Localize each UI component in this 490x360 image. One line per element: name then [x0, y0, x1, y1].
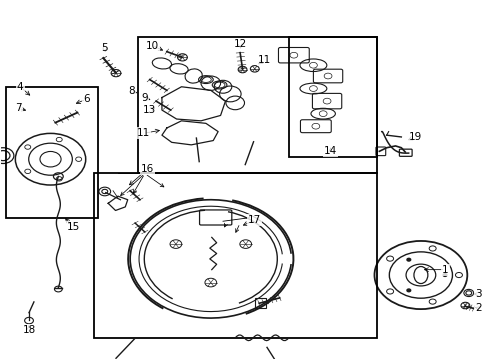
Text: 11: 11 — [258, 55, 271, 65]
Text: 6: 6 — [83, 94, 90, 104]
Text: 3: 3 — [475, 289, 482, 299]
Text: 19: 19 — [408, 132, 422, 142]
Text: 8: 8 — [128, 86, 135, 96]
Circle shape — [443, 274, 447, 276]
Bar — [5, 87, 98, 218]
Text: 2: 2 — [475, 303, 482, 314]
Text: 1: 1 — [442, 265, 449, 275]
Text: 14: 14 — [324, 146, 337, 156]
Bar — [255, 298, 266, 308]
Text: 17: 17 — [248, 215, 261, 225]
Text: 18: 18 — [23, 325, 36, 335]
Text: 7: 7 — [15, 103, 22, 113]
Text: 4: 4 — [17, 82, 24, 92]
Circle shape — [407, 289, 411, 292]
Text: 13: 13 — [143, 105, 156, 115]
Circle shape — [407, 258, 411, 261]
Bar — [94, 173, 377, 338]
Text: 16: 16 — [141, 164, 154, 174]
Text: 15: 15 — [66, 222, 80, 232]
Text: 5: 5 — [101, 43, 108, 53]
Bar — [289, 37, 377, 157]
Text: 10: 10 — [146, 41, 159, 50]
Text: 11: 11 — [137, 129, 150, 138]
Text: 9: 9 — [142, 93, 148, 103]
Bar — [138, 37, 377, 173]
Text: 12: 12 — [234, 40, 247, 49]
